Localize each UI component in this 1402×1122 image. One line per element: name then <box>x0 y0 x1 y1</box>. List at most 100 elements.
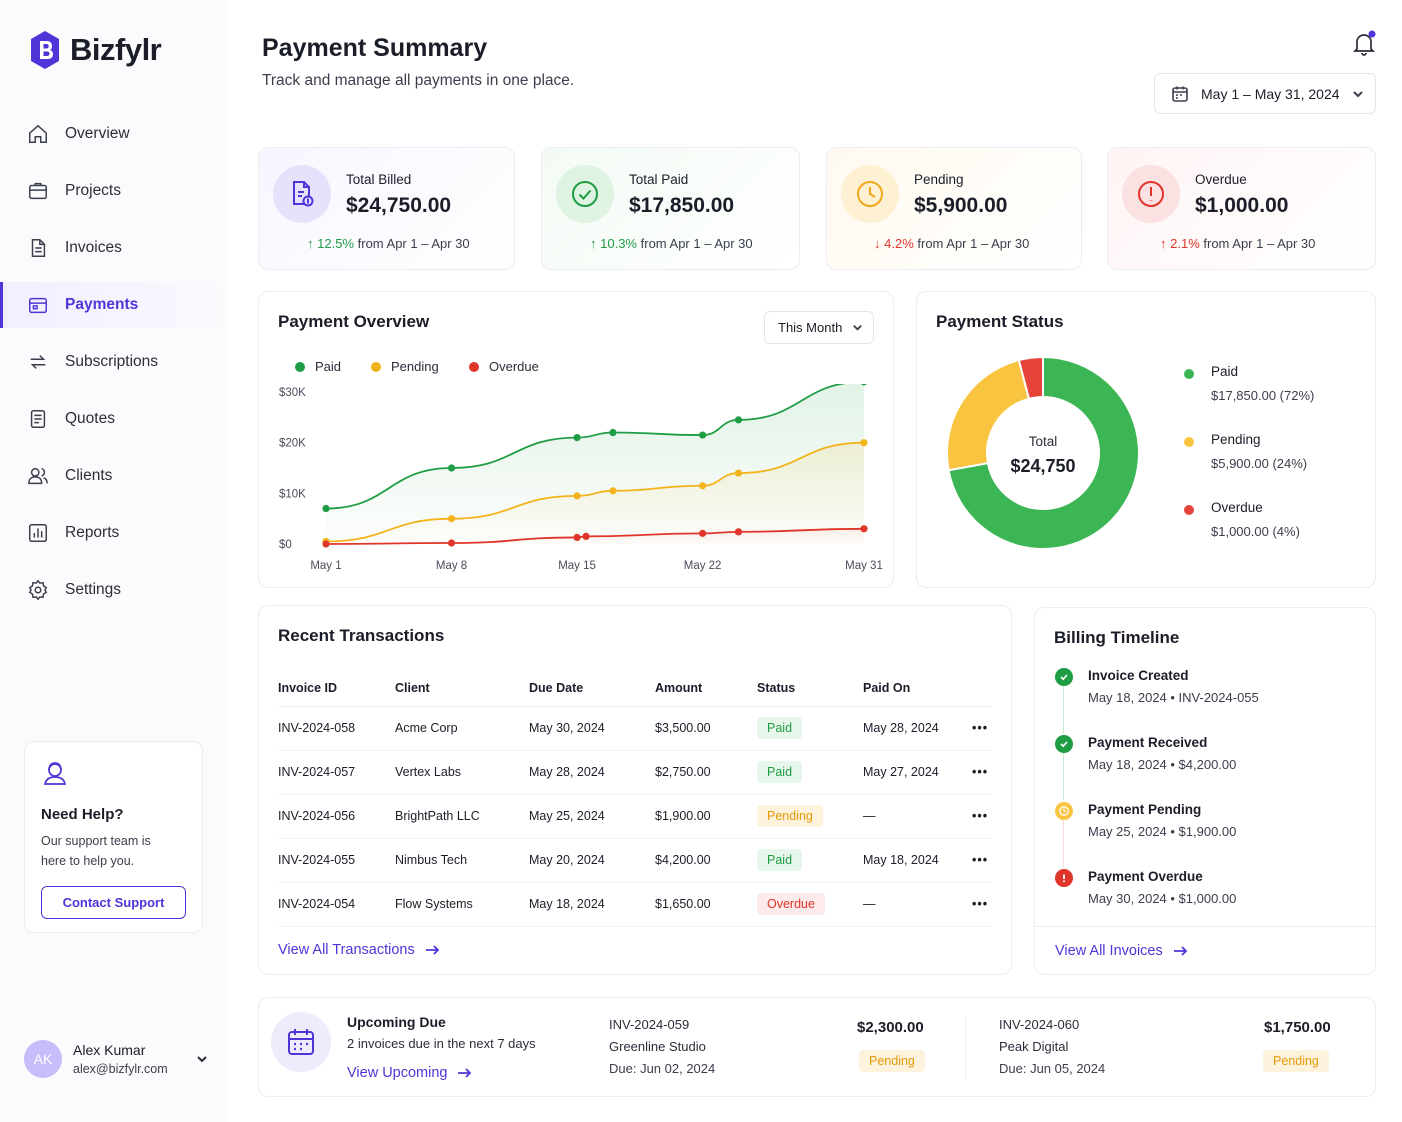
data-point-paid[interactable] <box>322 504 330 513</box>
date-range-picker[interactable]: May 1 – May 31, 2024 <box>1154 73 1376 114</box>
amount: $4,200.00 <box>655 838 757 883</box>
amount: $1,750.00 <box>1264 1019 1331 1036</box>
data-point-pending[interactable] <box>699 482 707 490</box>
timeline-item-title: Payment Received <box>1088 735 1208 750</box>
logo-mark-icon <box>31 31 59 69</box>
sidebar-item-label: Quotes <box>65 410 115 427</box>
billing-timeline-panel: Billing Timeline Invoice Created May 18,… <box>1034 607 1376 975</box>
data-point-pending[interactable] <box>609 487 617 495</box>
view-all-invoices-link[interactable]: View All Invoices <box>1055 943 1188 959</box>
page-subtitle: Track and manage all payments in one pla… <box>262 72 575 89</box>
sidebar: Bizfylr Overview Projects Invoices Payme… <box>0 0 228 1122</box>
client-name: Flow Systems <box>395 882 529 927</box>
transactions-table: Invoice ID Client Due Date Amount Status… <box>278 670 992 927</box>
invoice-id: INV-2024-060 <box>999 1017 1080 1032</box>
view-all-transactions-link[interactable]: View All Transactions <box>278 942 440 958</box>
sidebar-item-projects[interactable]: Projects <box>0 168 228 214</box>
data-point-overdue[interactable] <box>447 539 456 547</box>
sidebar-item-label: Projects <box>65 182 121 199</box>
data-point-paid[interactable] <box>699 431 707 439</box>
data-point-pending[interactable] <box>860 439 868 447</box>
stat-value: $5,900.00 <box>914 194 1008 217</box>
sidebar-item-settings[interactable]: Settings <box>0 567 228 613</box>
data-point-overdue[interactable] <box>860 525 868 533</box>
donut-slice-paid[interactable] <box>947 355 1140 550</box>
sidebar-item-payments[interactable]: Payments <box>0 282 228 328</box>
sidebar-item-invoices[interactable]: Invoices <box>0 225 228 271</box>
more-options-button[interactable]: ••• <box>972 706 992 751</box>
legend-item-overdue: Overdue $1,000.00 (4%) <box>1184 500 1300 539</box>
table-row[interactable]: INV-2024-054 Flow Systems May 18, 2024 $… <box>278 882 992 927</box>
table-row[interactable]: INV-2024-056 BrightPath LLC May 25, 2024… <box>278 794 992 839</box>
bell-icon[interactable] <box>1352 30 1376 56</box>
legend-item-paid: Paid <box>295 359 341 374</box>
user-menu[interactable]: AK Alex Kumar alex@bizfylr.com <box>24 1040 209 1078</box>
logo[interactable]: Bizfylr <box>30 30 162 70</box>
contact-support-button[interactable]: Contact Support <box>41 886 186 919</box>
column-header[interactable]: Status <box>757 670 863 707</box>
period-filter-dropdown[interactable]: This Month <box>764 311 874 344</box>
data-point-pending[interactable] <box>573 492 581 500</box>
data-point-overdue[interactable] <box>699 529 707 537</box>
more-options-button[interactable]: ••• <box>972 794 992 839</box>
table-row[interactable]: INV-2024-058 Acme Corp May 30, 2024 $3,5… <box>278 706 992 751</box>
help-text: Our support team is here to help you. <box>41 834 151 868</box>
due-date: May 20, 2024 <box>529 838 655 883</box>
stat-label: Total Billed <box>346 172 412 187</box>
data-point-overdue[interactable] <box>322 540 330 548</box>
column-header[interactable]: Amount <box>655 670 757 707</box>
invoice-id[interactable]: INV-2024-058 <box>278 706 395 751</box>
client-name: Acme Corp <box>395 706 529 751</box>
data-point-overdue[interactable] <box>582 532 590 540</box>
legend-dot <box>469 361 479 372</box>
paid-on: May 28, 2024 <box>863 706 972 751</box>
brand-name: Bizfylr <box>70 32 162 67</box>
table-row[interactable]: INV-2024-057 Vertex Labs May 28, 2024 $2… <box>278 750 992 795</box>
legend-item-paid: Paid $17,850.00 (72%) <box>1184 364 1314 403</box>
data-point-paid[interactable] <box>447 464 456 472</box>
view-upcoming-link[interactable]: View Upcoming <box>347 1065 472 1081</box>
x-tick-label: May 15 <box>558 560 596 572</box>
more-options-button[interactable]: ••• <box>972 882 992 927</box>
client-name: Greenline Studio <box>609 1039 706 1054</box>
help-title: Need Help? <box>41 806 124 823</box>
table-row[interactable]: INV-2024-055 Nimbus Tech May 20, 2024 $4… <box>278 838 992 883</box>
sidebar-item-subscriptions[interactable]: Subscriptions <box>0 339 228 385</box>
data-point-pending[interactable] <box>734 469 743 477</box>
status-badge: Paid <box>757 717 803 739</box>
column-header[interactable]: Client <box>395 670 529 707</box>
invoice-id: INV-2024-059 <box>609 1017 690 1032</box>
donut-slice-overdue[interactable] <box>1017 355 1044 401</box>
sidebar-item-overview[interactable]: Overview <box>0 111 228 157</box>
sidebar-item-quotes[interactable]: Quotes <box>0 396 228 442</box>
data-point-pending[interactable] <box>447 515 456 523</box>
check-circle-icon <box>1055 668 1073 686</box>
legend-item-overdue: Overdue <box>469 359 539 374</box>
support-agent-icon <box>43 762 67 785</box>
legend-dot <box>1184 437 1194 447</box>
more-options-button[interactable]: ••• <box>972 838 992 883</box>
column-header[interactable]: Paid On <box>863 670 972 707</box>
timeline-connector <box>1063 752 1064 800</box>
data-point-overdue[interactable] <box>734 528 743 536</box>
data-point-paid[interactable] <box>609 428 617 437</box>
data-point-paid[interactable] <box>860 384 867 386</box>
data-point-paid[interactable] <box>734 416 743 424</box>
invoice-id[interactable]: INV-2024-054 <box>278 882 395 927</box>
data-point-overdue[interactable] <box>573 533 581 542</box>
column-header[interactable]: Due Date <box>529 670 655 707</box>
invoice-id[interactable]: INV-2024-055 <box>278 838 395 883</box>
data-point-paid[interactable] <box>573 434 581 442</box>
invoice-id[interactable]: INV-2024-057 <box>278 750 395 795</box>
sidebar-item-reports[interactable]: Reports <box>0 510 228 556</box>
sidebar-item-label: Reports <box>65 524 120 541</box>
more-options-button[interactable]: ••• <box>972 750 992 795</box>
invoice-id[interactable]: INV-2024-056 <box>278 794 395 839</box>
donut-slice-pending[interactable] <box>946 358 1031 472</box>
status-badge: Pending <box>1263 1050 1329 1072</box>
sidebar-item-clients[interactable]: Clients <box>0 453 228 499</box>
column-header[interactable]: Invoice ID <box>278 670 395 707</box>
client-name: Nimbus Tech <box>395 838 529 883</box>
due-date: Due: Jun 05, 2024 <box>999 1061 1106 1076</box>
chevron-down-icon[interactable] <box>195 1052 209 1066</box>
